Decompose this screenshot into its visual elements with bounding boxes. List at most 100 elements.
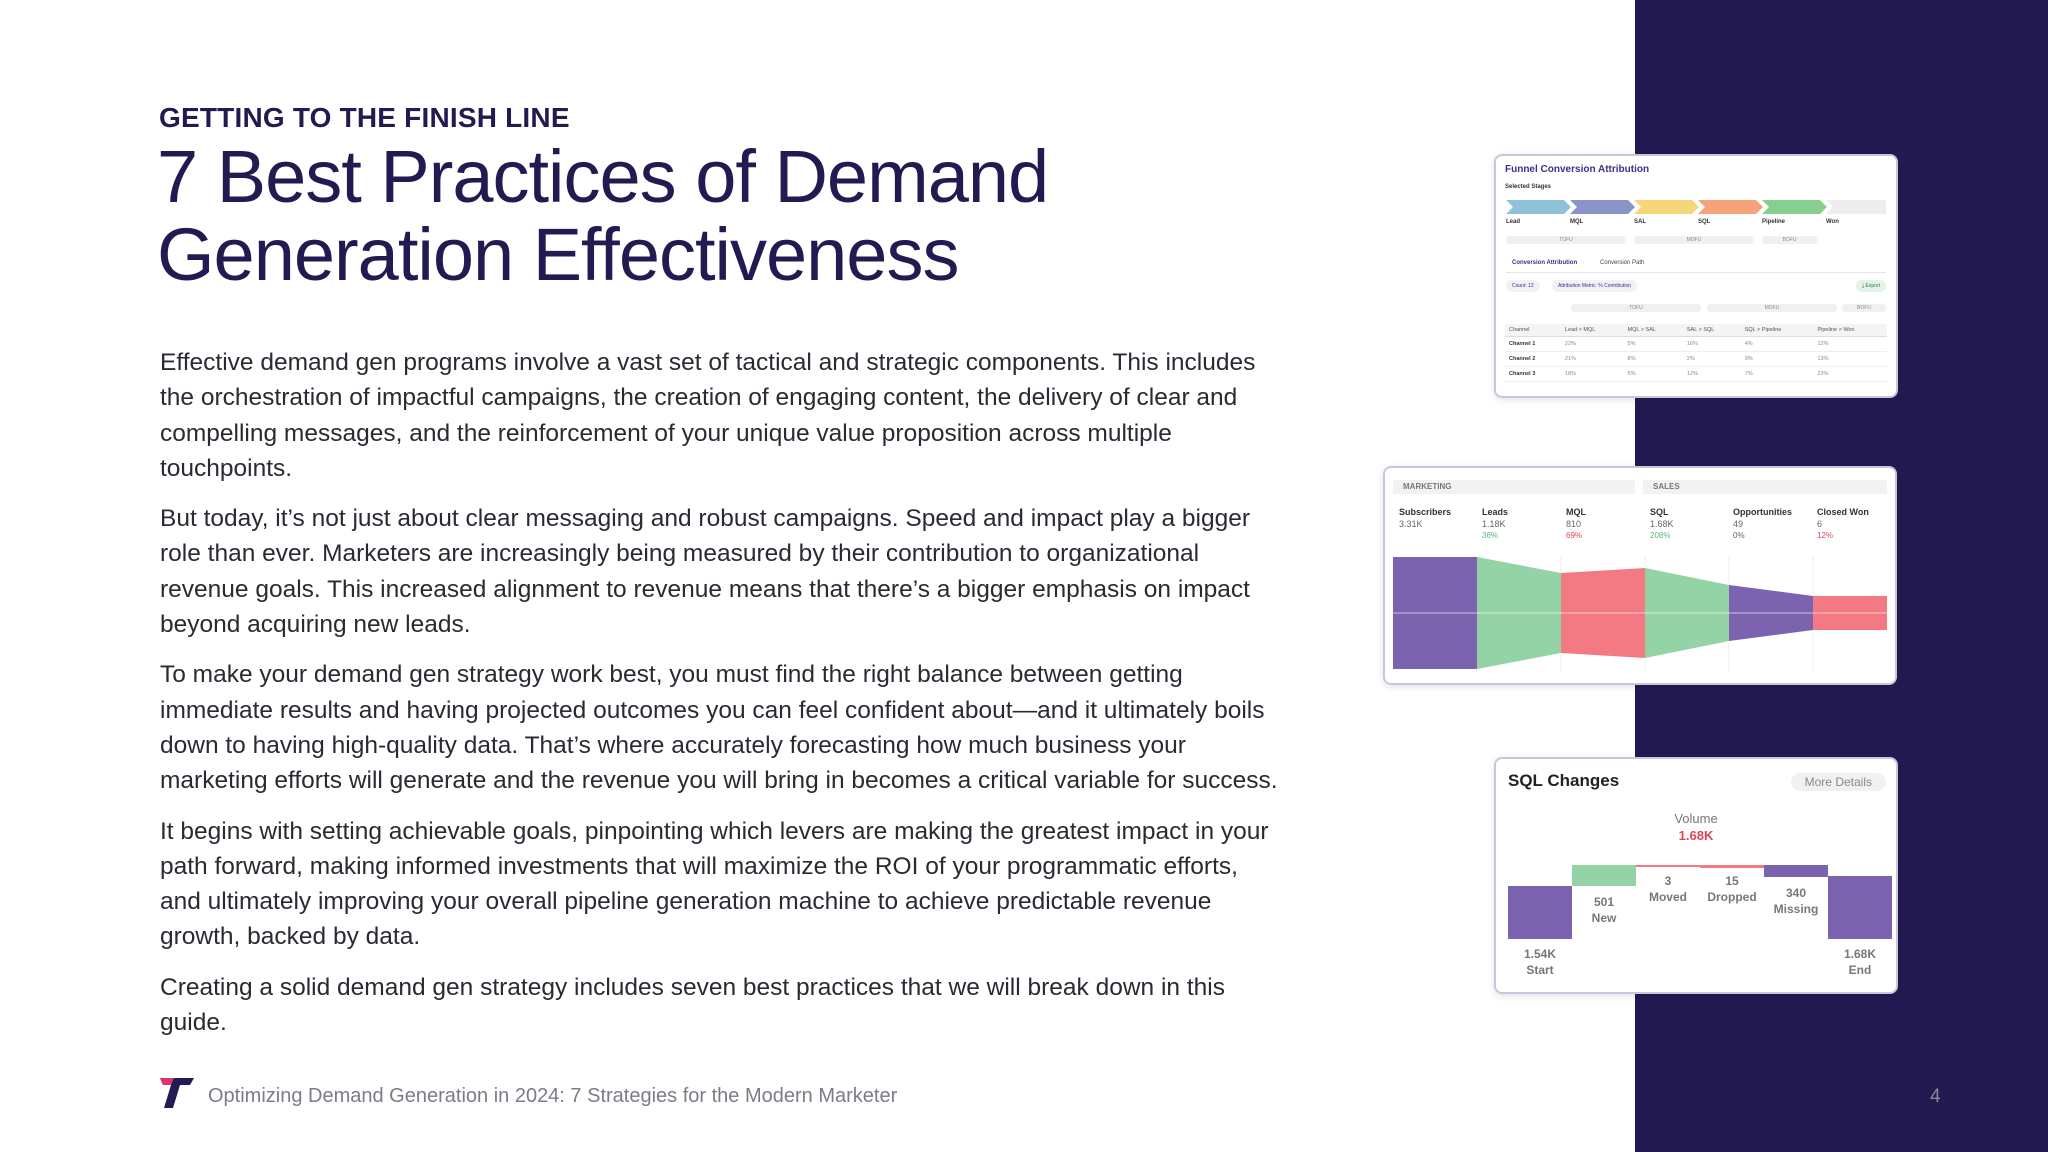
metric-closed-won: Closed Won 6 12% — [1817, 506, 1887, 542]
table-row: Channel 2 21% 8% 2% 9% 13% — [1505, 351, 1887, 367]
section-header-sales: SALES — [1643, 480, 1887, 494]
table-cell: 18% — [1560, 366, 1624, 382]
metric-sql: SQL 1.68K 208% — [1650, 506, 1720, 542]
group-pill: MOFU — [1634, 236, 1754, 244]
funnel-flow-chart — [1393, 556, 1887, 672]
table-cell: Channel 1 — [1505, 336, 1561, 352]
table-cell: 12% — [1813, 336, 1887, 352]
funnel-attribution-card: Funnel Conversion Attribution Selected S… — [1494, 154, 1898, 398]
bar-start — [1508, 886, 1572, 939]
group-pill: BOFU — [1762, 236, 1817, 244]
tab-conversion-attribution[interactable]: Conversion Attribution — [1512, 260, 1578, 266]
stage-chevron-sql — [1698, 200, 1763, 214]
table-cell: Channel 2 — [1505, 351, 1561, 367]
export-label: Export — [1865, 283, 1880, 289]
page-title: 7 Best Practices of Demand Generation Ef… — [157, 138, 1057, 294]
stage-label: Won — [1826, 219, 1839, 225]
export-button[interactable]: ⤓ Export — [1855, 280, 1886, 292]
value: 340 — [1785, 886, 1807, 900]
metric-value: 1.18K — [1482, 519, 1506, 529]
metric-pct: 69% — [1566, 531, 1583, 540]
caption: Dropped — [1707, 890, 1757, 904]
metric-pct: 208% — [1650, 531, 1671, 540]
metric-badge[interactable]: Attribution Metric: % Contribution — [1552, 280, 1638, 292]
value: 1.68K — [1843, 947, 1877, 961]
stage-label: MQL — [1570, 219, 1584, 225]
metric-pct: 12% — [1817, 531, 1834, 540]
stage-chevron-pipeline — [1762, 200, 1827, 214]
stage-label: Pipeline — [1762, 219, 1786, 225]
caption: Missing — [1773, 902, 1819, 916]
card-title: Funnel Conversion Attribution — [1505, 164, 1650, 175]
table-cell: 13% — [1813, 351, 1887, 367]
paragraph: Effective demand gen programs involve a … — [160, 349, 1256, 482]
col-header: Channel — [1505, 324, 1561, 337]
metric-value: 6 — [1817, 519, 1823, 529]
col-header: SAL > SQL — [1682, 324, 1741, 337]
col-header: Pipeline > Won — [1813, 324, 1887, 337]
paragraph: Creating a solid demand gen strategy inc… — [160, 973, 1225, 1037]
caption: Moved — [1648, 890, 1687, 904]
table-row: Channel 1 22% 5% 16% 4% 12% — [1505, 336, 1887, 352]
metric-subscribers: Subscribers 3.31K — [1399, 506, 1469, 530]
metric-value: 49 — [1733, 519, 1744, 529]
stage-label: SQL — [1698, 219, 1711, 225]
metric-mql: MQL 810 69% — [1566, 506, 1636, 542]
count-badge: Count: 12 — [1506, 280, 1540, 292]
stage-chevrons[interactable] — [1506, 200, 1886, 214]
title-line-1: 7 Best Practices of Demand — [157, 135, 1049, 218]
value: 15 — [1725, 874, 1739, 888]
bar-missing — [1764, 865, 1828, 877]
bar-end — [1828, 876, 1892, 939]
paragraph: It begins with setting achievable goals,… — [160, 817, 1269, 951]
metric-pct: 36% — [1482, 531, 1499, 540]
table-group: TOFU — [1571, 304, 1701, 312]
more-details-button[interactable]: More Details — [1790, 773, 1886, 791]
caption: Start — [1526, 963, 1554, 977]
table-group: MOFU — [1707, 304, 1837, 312]
metric-pct: 0% — [1733, 531, 1745, 540]
section-eyebrow: GETTING TO THE FINISH LINE — [159, 102, 570, 133]
card-title: SQL Changes — [1508, 771, 1620, 790]
table-cell: 5% — [1623, 366, 1683, 382]
value: 501 — [1593, 895, 1615, 909]
col-header: MQL > SAL — [1623, 324, 1683, 337]
stage-chevron-mql — [1570, 200, 1635, 214]
metric-label: Closed Won — [1817, 507, 1869, 517]
conversion-table: Channel Lead > MQL MQL > SAL SAL > SQL S… — [1505, 324, 1887, 382]
table-cell: 23% — [1813, 366, 1887, 382]
metric-value: 810 — [1566, 519, 1582, 529]
label-missing: 340 Missing — [1761, 885, 1831, 917]
metric-opportunities: Opportunities 49 0% — [1733, 506, 1803, 542]
body-text: Effective demand gen programs involve a … — [160, 345, 1285, 1055]
table-cell: 4% — [1740, 336, 1814, 352]
label-dropped: 15 Dropped — [1697, 873, 1767, 905]
table-cell: 16% — [1682, 336, 1741, 352]
stage-chevron-lead — [1506, 200, 1571, 214]
metric-label: SQL — [1650, 507, 1669, 517]
table-cell: 2% — [1682, 351, 1741, 367]
tab-conversion-path[interactable]: Conversion Path — [1600, 260, 1645, 266]
stage-label: SAL — [1634, 219, 1646, 225]
volume-value: 1.68K — [1678, 828, 1714, 843]
title-line-2: Generation Effectiveness — [157, 213, 959, 296]
table-cell: 8% — [1623, 351, 1683, 367]
label-start: 1.54K Start — [1505, 946, 1575, 978]
table-cell: 9% — [1740, 351, 1814, 367]
volume-label: Volume — [1674, 811, 1718, 826]
table-cell: Channel 3 — [1505, 366, 1561, 382]
value: 1.54K — [1523, 947, 1557, 961]
table-cell: 22% — [1560, 336, 1624, 352]
card-subtitle: Selected Stages — [1505, 184, 1552, 190]
label-new: 501 New — [1569, 894, 1639, 926]
metric-label: MQL — [1566, 507, 1586, 517]
metric-label: Subscribers — [1399, 507, 1452, 517]
metric-label: Leads — [1482, 507, 1509, 517]
table-cell: 7% — [1740, 366, 1814, 382]
footer-title: Optimizing Demand Generation in 2024: 7 … — [208, 1085, 898, 1107]
bar-dropped — [1700, 865, 1764, 868]
stage-label: Lead — [1506, 219, 1521, 225]
group-pill: TOFU — [1506, 236, 1626, 244]
sql-changes-card: SQL Changes More Details Volume 1.68K 1.… — [1494, 757, 1898, 994]
sql-waterfall-chart — [1508, 865, 1892, 939]
